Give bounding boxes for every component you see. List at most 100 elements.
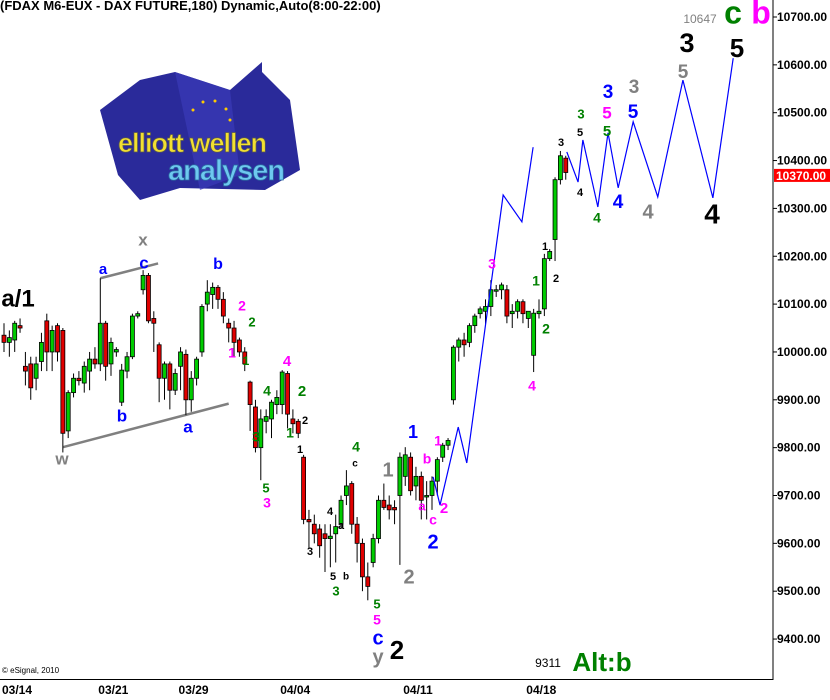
candle-body <box>301 456 307 520</box>
candle <box>408 452 414 496</box>
candle <box>242 347 248 372</box>
trendline <box>99 262 159 280</box>
y-tick-label: 9700.00 <box>777 489 821 503</box>
candle-body <box>467 325 472 343</box>
candle <box>547 249 553 262</box>
trendline <box>62 402 230 449</box>
candle <box>113 347 119 357</box>
candle <box>146 272 151 324</box>
candle-body <box>129 315 135 358</box>
candle <box>541 253 547 317</box>
candle-body <box>119 369 125 403</box>
wave-label: 5 <box>603 123 611 140</box>
candle <box>76 371 82 386</box>
candle <box>509 304 515 329</box>
candle <box>22 351 28 386</box>
candle <box>226 318 232 343</box>
candle-body <box>558 155 563 181</box>
candle-body <box>6 337 12 343</box>
candle <box>92 347 98 369</box>
candle-body <box>204 291 210 305</box>
candle <box>60 328 66 453</box>
wave-label: 5 <box>330 571 336 583</box>
candle-body <box>381 499 387 508</box>
wave-label: 4 <box>704 198 720 229</box>
candle <box>39 332 44 372</box>
wave-label: 1 <box>542 241 548 253</box>
candle-body <box>28 363 34 389</box>
candle-body <box>188 377 194 401</box>
candle-body <box>402 454 408 477</box>
wave-label: 1 <box>228 345 236 361</box>
candle <box>290 409 296 434</box>
candle <box>188 371 194 412</box>
candle-body <box>263 416 269 422</box>
x-tick-label: 03/14 <box>2 683 32 697</box>
y-tick-label: 9500.00 <box>777 584 821 598</box>
wave-label: 10647 <box>683 12 717 26</box>
candle <box>311 514 317 544</box>
y-tick-label: 9600.00 <box>777 536 821 550</box>
wave-label: 3 <box>263 495 271 511</box>
candle <box>28 356 34 400</box>
wave-label: 4 <box>528 378 536 394</box>
candle <box>317 524 323 558</box>
candle-body <box>306 519 312 523</box>
wave-label: 3 <box>488 256 496 272</box>
candle <box>71 373 76 398</box>
candle <box>563 155 569 180</box>
candle-body <box>210 286 216 295</box>
candle <box>210 282 216 309</box>
candle <box>108 337 114 376</box>
y-tick-label: 9400.00 <box>777 632 821 646</box>
candle-body <box>22 365 28 372</box>
x-tick-label: 04/04 <box>280 683 310 697</box>
wave-label: 4 <box>352 439 360 455</box>
candle <box>97 278 103 372</box>
candle <box>140 270 146 295</box>
candle-body <box>360 542 365 578</box>
candle <box>558 150 563 185</box>
candle-body <box>231 327 237 343</box>
candle-body <box>541 258 547 310</box>
candle <box>376 495 381 544</box>
wave-label: a <box>418 498 426 513</box>
wave-label: y <box>372 646 384 668</box>
candle <box>477 306 483 319</box>
candle <box>124 351 130 379</box>
candle-body <box>536 310 542 315</box>
wave-label: 1 <box>408 422 418 442</box>
candle <box>81 361 87 393</box>
candle-body <box>55 325 60 353</box>
candle <box>12 320 18 352</box>
candle <box>301 454 307 525</box>
candle-body <box>531 312 537 356</box>
candle <box>87 351 92 391</box>
candle-body <box>525 310 531 319</box>
wave-label: w <box>54 449 69 468</box>
candle-body <box>450 346 456 401</box>
wave-label: 1 <box>434 433 442 449</box>
candle <box>397 452 403 565</box>
candle-body <box>97 322 103 365</box>
elliott-wellen-analysen-logo: elliott wellen analysen <box>100 62 300 200</box>
candle <box>472 313 478 333</box>
candle-body <box>108 341 114 365</box>
wave-label: 5 <box>678 62 689 83</box>
wave-label: 2 <box>248 314 255 329</box>
candle-body <box>547 251 553 260</box>
candle <box>231 320 237 357</box>
candle-body <box>424 495 430 498</box>
candle-body <box>151 318 157 324</box>
candle <box>429 476 435 510</box>
candle <box>493 284 499 297</box>
candle-body <box>215 286 221 300</box>
wave-label: 3 <box>679 28 694 58</box>
candle <box>129 313 135 360</box>
candle-body <box>81 365 87 384</box>
wave-label: 1 <box>297 444 303 456</box>
candle <box>343 470 349 506</box>
candle-body <box>365 576 371 587</box>
wave-label: 2 <box>542 321 550 337</box>
y-tick-label: 10400.00 <box>777 154 827 168</box>
